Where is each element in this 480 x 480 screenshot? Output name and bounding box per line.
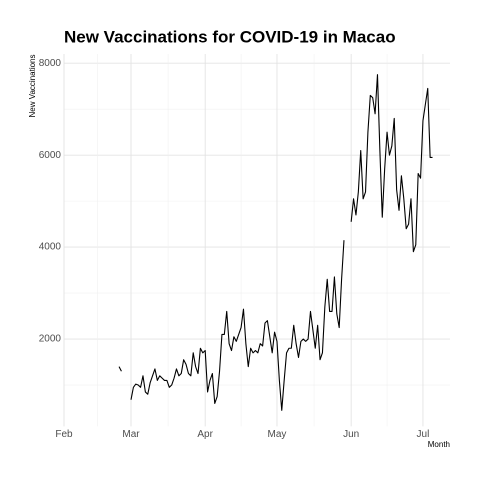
x-tick-label: May bbox=[268, 429, 287, 440]
x-tick-label: Apr bbox=[197, 429, 213, 440]
x-tick-label: Feb bbox=[55, 429, 73, 440]
y-tick-label: 6000 bbox=[39, 150, 62, 161]
y-axis-label: New Vaccinations bbox=[28, 55, 37, 118]
chart-title: New Vaccinations for COVID-19 in Macao bbox=[64, 27, 396, 46]
x-tick-label: Jul bbox=[417, 429, 430, 440]
y-tick-label: 8000 bbox=[39, 58, 62, 69]
x-tick-label: Mar bbox=[122, 429, 140, 440]
x-tick-label: Jun bbox=[343, 429, 359, 440]
y-tick-label: 4000 bbox=[39, 242, 62, 253]
y-tick-label: 2000 bbox=[39, 334, 62, 345]
line bbox=[118, 74, 433, 411]
x-axis-label: Month bbox=[428, 440, 450, 449]
